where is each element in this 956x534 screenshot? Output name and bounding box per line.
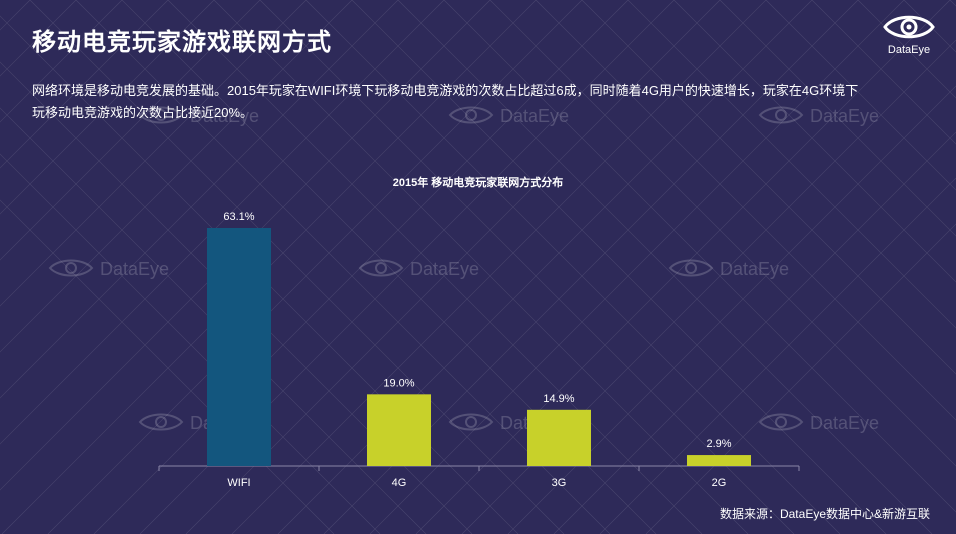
bar-value-label: 63.1% (223, 211, 254, 223)
data-source: 数据来源：DataEye数据中心&新游互联 (719, 507, 930, 521)
page-title: 移动电竞玩家游戏联网方式 (32, 29, 332, 56)
bar-value-label: 19.0% (383, 377, 414, 389)
bar-wifi (207, 228, 271, 466)
x-tick-label: 4G (392, 477, 407, 489)
x-tick-label: 2G (712, 477, 727, 489)
brand-name: DataEye (887, 44, 931, 56)
bar-value-label: 14.9% (543, 393, 574, 405)
description-text: 网络环境是移动电竞发展的基础。2015年玩家在WIFI环境下玩移动电竞游戏的次数… (32, 83, 859, 120)
eye-logo-icon (883, 15, 935, 39)
x-tick-label: WIFI (227, 477, 250, 489)
chart-title: 2015年 移动电竞玩家联网方式分布 (392, 177, 564, 189)
bar-2g (687, 455, 751, 466)
x-tick-label: 3G (552, 477, 567, 489)
bar-3g (527, 409, 591, 466)
bar-4g (367, 394, 431, 466)
brand-logo: DataEye (878, 12, 940, 56)
bar-value-label: 2.9% (706, 438, 731, 450)
